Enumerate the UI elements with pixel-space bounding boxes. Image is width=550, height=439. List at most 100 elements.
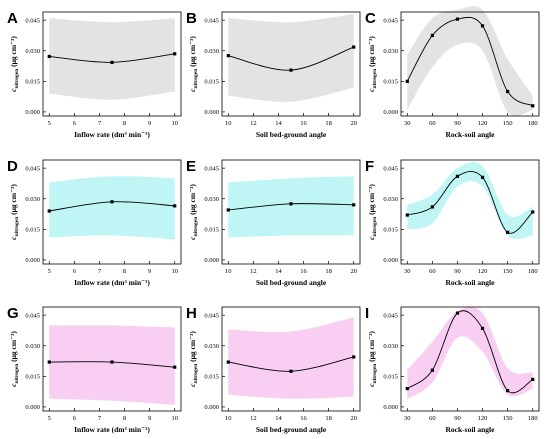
y-axis-label: cnitrogen (μg cm⁻³) [9, 331, 20, 387]
x-tick-label: 18 [325, 120, 332, 127]
y-tick-label: 0.045 [383, 17, 398, 24]
y-axis-label-sub: nitrogen [14, 69, 20, 89]
x-tick-label: 60 [429, 415, 436, 422]
fit-curve [407, 171, 534, 234]
data-point [455, 174, 460, 178]
data-point [226, 54, 230, 58]
confidence-band [228, 317, 354, 399]
data-point [405, 386, 409, 391]
y-tick-label: 0.000 [204, 109, 219, 116]
y-tick-label: 0.045 [204, 165, 219, 172]
y-tick-label: 0.030 [25, 196, 40, 203]
y-axis-label-unit: (μg cm⁻³) [9, 36, 18, 69]
x-tick-label: 20 [350, 415, 357, 422]
x-axis-label: Soil bed-ground angle [256, 130, 327, 139]
confidence-band [49, 325, 175, 405]
y-tick-label: 0.045 [25, 312, 40, 319]
x-tick-label: 120 [478, 268, 488, 275]
x-tick-label: 180 [528, 120, 538, 127]
y-axis-label-main: c [9, 88, 18, 92]
x-tick-label: 180 [528, 415, 538, 422]
y-tick-label: 0.045 [383, 312, 398, 319]
x-axis-label: Soil bed-ground angle [256, 425, 327, 434]
y-axis-label: cnitrogen (μg cm⁻³) [367, 36, 378, 92]
data-point [506, 389, 510, 393]
x-tick-label: 180 [528, 268, 538, 275]
data-point [455, 17, 460, 21]
x-tick-label: 7 [98, 415, 102, 422]
x-tick-label: 8 [123, 120, 126, 127]
y-tick-label: 0.015 [25, 227, 40, 234]
confidence-band [407, 6, 533, 116]
data-point [289, 68, 293, 72]
x-axis-label: Inflow rate (dm³ min⁻¹) [74, 130, 150, 139]
x-tick-label: 90 [454, 120, 461, 127]
panel-letter: B [186, 10, 197, 27]
y-tick-label: 0.030 [204, 48, 219, 55]
x-tick-label: 18 [325, 268, 332, 275]
y-axis-label: cnitrogen (μg cm⁻³) [9, 184, 20, 240]
y-tick-label: 0.045 [204, 312, 219, 319]
data-point [531, 210, 535, 214]
x-tick-label: 10 [225, 415, 232, 422]
x-tick-label: 10 [225, 120, 232, 127]
x-tick-label: 20 [350, 120, 357, 127]
x-tick-label: 18 [325, 415, 332, 422]
y-tick-label: 0.030 [25, 48, 40, 55]
x-tick-label: 7 [98, 120, 102, 127]
x-tick-label: 16 [300, 268, 307, 275]
x-tick-label: 30 [404, 268, 411, 275]
x-tick-label: 7 [98, 268, 102, 275]
x-tick-label: 90 [454, 268, 461, 275]
y-tick-label: 0.015 [25, 374, 40, 381]
x-axis-label: Rock-soil angle [446, 130, 496, 139]
y-tick-label: 0.030 [383, 196, 398, 203]
x-tick-label: 9 [148, 415, 151, 422]
x-axis-label: Inflow rate (dm³ min⁻¹) [74, 278, 150, 287]
panel-c: 0.000 0.015 0.030 0.045 30 60 90 120 150 180 Rock-… [365, 6, 540, 139]
x-tick-label: 12 [250, 268, 257, 275]
panel-h: 0.000 0.015 0.030 0.045 10 12 14 16 18 20 Soil bed… [186, 305, 361, 434]
axes-frame [42, 306, 182, 412]
data-point [226, 360, 230, 364]
x-tick-label: 150 [503, 268, 513, 275]
panel-i: 0.000 0.015 0.030 0.045 30 60 90 120 150 180 Rock-… [365, 305, 540, 434]
y-tick-label: 0.030 [383, 343, 398, 350]
y-axis-label-sub: nitrogen [193, 364, 199, 384]
x-tick-label: 5 [48, 120, 51, 127]
x-tick-label: 6 [73, 415, 77, 422]
x-tick-label: 90 [454, 415, 461, 422]
y-tick-label: 0.045 [25, 165, 40, 172]
y-axis-label: cnitrogen (μg cm⁻³) [188, 36, 199, 92]
x-tick-label: 60 [429, 120, 436, 127]
x-tick-label: 8 [123, 415, 126, 422]
panel-letter: I [365, 305, 369, 322]
data-point [289, 369, 293, 373]
y-axis-label-main: c [9, 236, 18, 240]
axes-frame [42, 159, 182, 265]
data-point [47, 209, 51, 213]
y-axis-label-sub: nitrogen [372, 364, 378, 384]
data-point [480, 175, 485, 179]
x-axis-label: Soil bed-ground angle [256, 278, 327, 287]
x-tick-label: 60 [429, 268, 436, 275]
data-point [480, 24, 485, 28]
y-axis-label-unit: (μg cm⁻³) [367, 331, 376, 364]
x-tick-label: 16 [300, 415, 307, 422]
y-tick-label: 0.030 [204, 196, 219, 203]
x-tick-label: 6 [73, 268, 77, 275]
panel-b: 0.000 0.015 0.030 0.045 10 12 14 16 18 20 Soil bed… [186, 10, 361, 139]
x-tick-label: 10 [171, 120, 178, 127]
x-tick-label: 20 [350, 268, 357, 275]
data-point [173, 52, 177, 56]
panel-e: 0.000 0.015 0.030 0.045 10 12 14 16 18 20 Soil bed… [186, 158, 361, 287]
y-axis-label-sub: nitrogen [372, 69, 378, 89]
confidence-band [228, 14, 354, 102]
y-axis-label-unit: (μg cm⁻³) [367, 36, 376, 69]
y-axis-label-sub: nitrogen [193, 69, 199, 89]
data-point [430, 33, 434, 38]
y-axis-label: cnitrogen (μg cm⁻³) [188, 331, 199, 387]
y-axis-label-main: c [9, 383, 18, 387]
y-axis-label: cnitrogen (μg cm⁻³) [188, 184, 199, 240]
